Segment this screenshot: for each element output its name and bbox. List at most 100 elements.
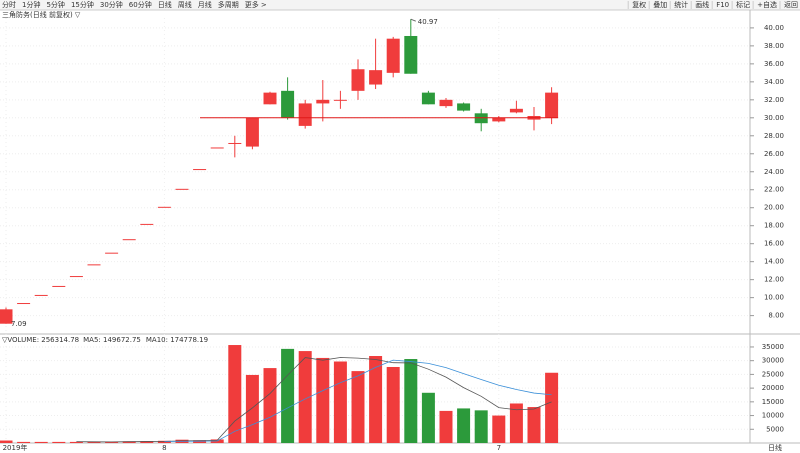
toolbar-item[interactable]: 15分钟 xyxy=(71,0,94,9)
x-tick-label: 2019年 xyxy=(3,443,28,452)
y-tick-label: 16.00 xyxy=(764,240,784,248)
volume-bar xyxy=(333,361,347,443)
toolbar-item[interactable]: 5分钟 xyxy=(46,0,64,9)
y-tick-label: 36.00 xyxy=(764,60,784,68)
candle-body xyxy=(87,264,101,266)
volume-bar xyxy=(17,441,31,443)
y-tick-label: 30.00 xyxy=(764,114,784,122)
candle-body xyxy=(386,38,400,73)
candle-body xyxy=(157,206,171,208)
y-tick-label: 20000 xyxy=(762,384,784,392)
candle-body xyxy=(17,303,31,305)
volume-bar xyxy=(52,441,66,443)
toolbar-item[interactable]: 返回 xyxy=(784,1,798,9)
y-tick-label: 18.00 xyxy=(764,222,784,230)
volume-bar xyxy=(545,372,559,443)
y-tick-label: 34.00 xyxy=(764,78,784,86)
y-tick-label: 22.00 xyxy=(764,186,784,194)
volume-bar xyxy=(369,356,383,443)
toolbar-item[interactable]: 统计 xyxy=(674,0,688,9)
x-tick-label: 8 xyxy=(162,444,166,452)
x-tick-label: 7 xyxy=(497,444,501,452)
volume-bar xyxy=(474,410,488,443)
min-label: 7.09 xyxy=(11,320,27,328)
toolbar-item[interactable]: 更多 > xyxy=(245,0,267,9)
volume-bar xyxy=(527,407,541,443)
candle-body xyxy=(421,92,435,105)
candle-body xyxy=(52,285,66,287)
candle-body xyxy=(351,69,365,91)
volume-bar xyxy=(87,441,101,443)
candle-body xyxy=(316,99,330,104)
period-label: 日线 xyxy=(768,443,782,452)
volume-bar xyxy=(263,368,277,443)
candle-body xyxy=(245,117,259,147)
toolbar-item[interactable]: 30分钟 xyxy=(100,0,123,9)
y-tick-label: 40.00 xyxy=(764,24,784,32)
volume-bar xyxy=(492,415,506,443)
volume-bar xyxy=(228,345,242,443)
y-tick-label: 14.00 xyxy=(764,258,784,266)
volume-bar xyxy=(509,403,523,443)
toolbar-item[interactable]: 日线 xyxy=(158,0,172,9)
y-tick-label: 38.00 xyxy=(764,42,784,50)
ma-line xyxy=(164,359,552,442)
candle-body xyxy=(140,223,154,225)
chart-title: 三角防务(日线 前复权) ▽ xyxy=(2,10,81,19)
toolbar-bg xyxy=(0,0,800,10)
candle-body xyxy=(105,252,119,254)
volume-bar xyxy=(157,440,171,443)
legend-entry: MA5: 149672.75 xyxy=(83,336,141,344)
toolbar-item[interactable]: 叠加 xyxy=(653,0,667,9)
volume-bar xyxy=(0,440,13,443)
ma-line xyxy=(76,357,552,443)
y-tick-label: 25000 xyxy=(762,370,784,378)
max-pointer xyxy=(410,18,416,22)
y-tick-label: 28.00 xyxy=(764,132,784,140)
volume-bar xyxy=(439,410,453,443)
y-tick-label: 30000 xyxy=(762,357,784,365)
candle-body xyxy=(333,99,347,101)
toolbar-item[interactable]: F10 xyxy=(716,1,729,9)
toolbar-item[interactable]: 复权 xyxy=(632,0,646,9)
volume-bar xyxy=(421,392,435,443)
candle-body xyxy=(439,99,453,107)
toolbar-item[interactable]: 周线 xyxy=(178,0,192,9)
toolbar-item[interactable]: 1分钟 xyxy=(22,0,40,9)
toolbar-item[interactable]: 多周期 xyxy=(218,0,239,9)
y-tick-label: 24.00 xyxy=(764,168,784,176)
legend-entry: MA10: 174778.19 xyxy=(146,336,208,344)
volume-bar xyxy=(386,366,400,443)
volume-bar xyxy=(105,441,119,443)
toolbar-item[interactable]: 月线 xyxy=(198,0,212,9)
y-tick-label: 5000 xyxy=(766,425,784,433)
volume-bar xyxy=(69,441,83,443)
toolbar-item[interactable]: 画线 xyxy=(695,0,709,9)
y-tick-label: 20.00 xyxy=(764,204,784,212)
candle-body xyxy=(193,169,207,171)
y-tick-label: 32.00 xyxy=(764,96,784,104)
candle-body xyxy=(369,70,383,85)
volume-bar xyxy=(316,357,330,443)
volume-bar xyxy=(351,371,365,443)
y-tick-label: 26.00 xyxy=(764,150,784,158)
candle-body xyxy=(228,142,242,144)
volume-bar xyxy=(140,441,154,443)
y-tick-label: 10.00 xyxy=(764,294,784,302)
y-tick-label: 8.00 xyxy=(768,312,784,320)
toolbar-item[interactable]: 60分钟 xyxy=(129,0,152,9)
volume-title: ▽VOLUME: 256314.78 xyxy=(2,336,79,344)
y-tick-label: 35000 xyxy=(762,343,784,351)
candle-body xyxy=(34,294,48,296)
toolbar-item[interactable]: 分时 xyxy=(2,0,16,9)
max-label: 40.97 xyxy=(418,18,438,26)
volume-bar xyxy=(404,359,418,443)
candle-body xyxy=(509,108,523,113)
toolbar-item[interactable]: 标记 xyxy=(736,0,750,9)
candle-body xyxy=(457,103,471,111)
candle-body xyxy=(0,309,13,324)
candle-body xyxy=(175,188,189,190)
toolbar-item[interactable]: +自选 xyxy=(757,0,777,9)
